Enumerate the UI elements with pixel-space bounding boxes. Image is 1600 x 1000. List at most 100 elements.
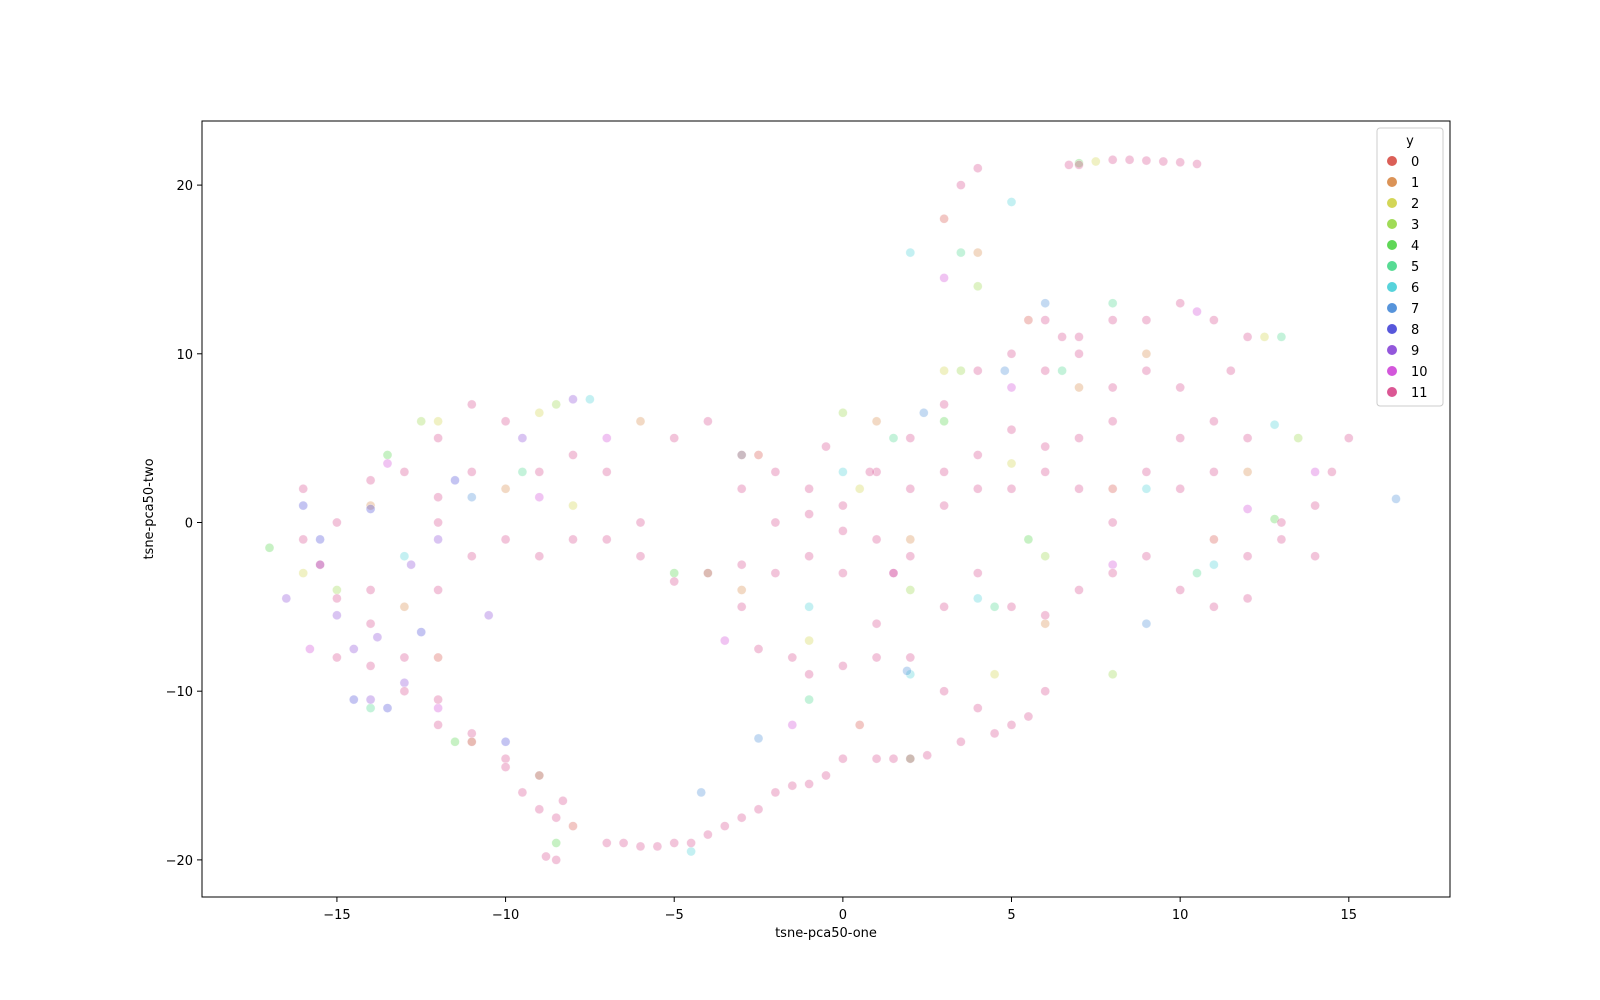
data-point-class-8 <box>365 504 376 514</box>
data-point-class-7 <box>753 733 764 744</box>
data-point-class-11 <box>1310 551 1320 562</box>
data-point-class-11 <box>972 568 983 578</box>
data-point-class-0 <box>1023 315 1034 325</box>
data-point-class-11 <box>1242 433 1253 443</box>
data-point-class-10 <box>433 703 443 713</box>
data-point-class-11 <box>1040 686 1050 697</box>
data-point-class-11 <box>1158 156 1169 167</box>
data-point-class-11 <box>905 652 916 663</box>
data-point-class-11 <box>838 753 848 764</box>
data-point-class-9 <box>517 433 528 443</box>
data-point-class-11 <box>905 483 916 494</box>
data-point-class-11 <box>1074 348 1084 359</box>
y-tick-label: −20 <box>166 854 193 869</box>
data-point-class-11 <box>433 433 443 443</box>
data-point-class-11 <box>332 593 342 604</box>
data-point-class-11 <box>568 450 578 460</box>
data-point-class-4 <box>551 838 562 848</box>
data-point-class-11 <box>1124 155 1135 165</box>
data-point-class-5 <box>1107 298 1118 309</box>
data-point-class-9 <box>348 644 359 654</box>
data-point-class-11 <box>1074 433 1084 443</box>
data-point-class-0 <box>939 214 949 224</box>
x-tick-label: 0 <box>839 908 847 923</box>
data-point-class-6 <box>804 601 814 612</box>
y-axis-label: tsne-pca50-two <box>142 458 157 559</box>
data-point-class-11 <box>922 750 933 761</box>
data-point-class-11 <box>719 821 730 831</box>
data-point-class-11 <box>1107 517 1118 528</box>
data-point-class-11 <box>736 812 747 823</box>
legend-marker-5 <box>1387 261 1397 271</box>
data-point-class-11 <box>1006 483 1017 494</box>
data-point-class-1 <box>736 585 747 595</box>
data-point-class-11 <box>399 467 410 477</box>
data-point-class-9 <box>365 694 376 705</box>
data-point-class-11 <box>466 728 477 739</box>
data-point-class-5 <box>804 694 814 705</box>
data-point-class-11 <box>989 728 1000 739</box>
legend-marker-2 <box>1387 198 1397 208</box>
data-point-class-11 <box>551 812 562 823</box>
data-point-class-4 <box>450 736 460 747</box>
data-point-class-11 <box>905 433 916 443</box>
x-tick-label: −5 <box>665 908 684 923</box>
data-point-class-11 <box>1226 365 1236 376</box>
data-point-class-11 <box>1327 467 1337 477</box>
data-point-class-10 <box>1192 306 1202 317</box>
data-point-class-11 <box>1276 517 1287 528</box>
data-point-class-2 <box>939 365 949 376</box>
data-point-class-11 <box>703 829 713 840</box>
data-point-class-11 <box>1074 585 1084 595</box>
data-point-class-6 <box>399 551 410 562</box>
data-point-class-11 <box>1006 720 1017 730</box>
data-point-class-3 <box>956 365 966 376</box>
data-point-class-11 <box>871 652 882 663</box>
legend-label-11: 11 <box>1411 386 1428 401</box>
data-point-class-10 <box>719 635 730 646</box>
data-point-class-11 <box>558 795 568 806</box>
legend-marker-0 <box>1387 156 1397 166</box>
x-axis-label: tsne-pca50-one <box>775 926 877 941</box>
data-point-class-0 <box>568 821 578 831</box>
y-axis: −20 −10 0 10 20 <box>166 179 202 869</box>
data-point-class-2 <box>298 568 309 578</box>
data-point-class-11 <box>500 534 511 545</box>
data-point-class-3 <box>332 585 342 595</box>
data-point-class-10 <box>534 492 545 503</box>
data-point-class-11 <box>736 559 747 570</box>
data-point-class-5 <box>365 703 376 713</box>
data-point-class-11 <box>1074 160 1084 170</box>
data-point-class-11 <box>534 770 545 781</box>
legend-marker-4 <box>1387 240 1397 250</box>
data-point-class-11 <box>635 841 646 852</box>
data-point-class-2 <box>989 669 1000 680</box>
data-point-class-1 <box>635 416 646 427</box>
data-point-class-11 <box>1175 483 1185 494</box>
data-point-class-11 <box>1040 441 1050 452</box>
data-point-class-3 <box>1293 433 1303 443</box>
data-point-class-4 <box>1023 534 1034 545</box>
data-point-class-1 <box>1242 467 1253 477</box>
data-point-class-11 <box>466 467 477 477</box>
data-point-class-11 <box>871 534 882 545</box>
x-tick-label: −15 <box>323 908 350 923</box>
data-point-class-4 <box>264 542 275 553</box>
legend-marker-7 <box>1387 303 1397 313</box>
data-point-class-9 <box>433 534 443 545</box>
legend-label-8: 8 <box>1411 323 1419 338</box>
data-point-class-1 <box>399 601 410 612</box>
data-point-class-11 <box>635 551 646 562</box>
data-point-class-11 <box>1074 332 1084 342</box>
data-point-class-10 <box>787 720 798 730</box>
legend-marker-1 <box>1387 177 1397 187</box>
data-point-class-8 <box>416 627 427 637</box>
data-point-class-10 <box>601 433 612 443</box>
data-point-class-11 <box>956 736 966 747</box>
data-point-class-2 <box>804 635 814 646</box>
data-point-class-8 <box>348 694 359 705</box>
data-point-class-11 <box>1064 160 1074 170</box>
data-point-class-3 <box>838 407 848 418</box>
data-point-class-6 <box>1269 419 1280 430</box>
data-point-class-3 <box>1107 669 1118 680</box>
